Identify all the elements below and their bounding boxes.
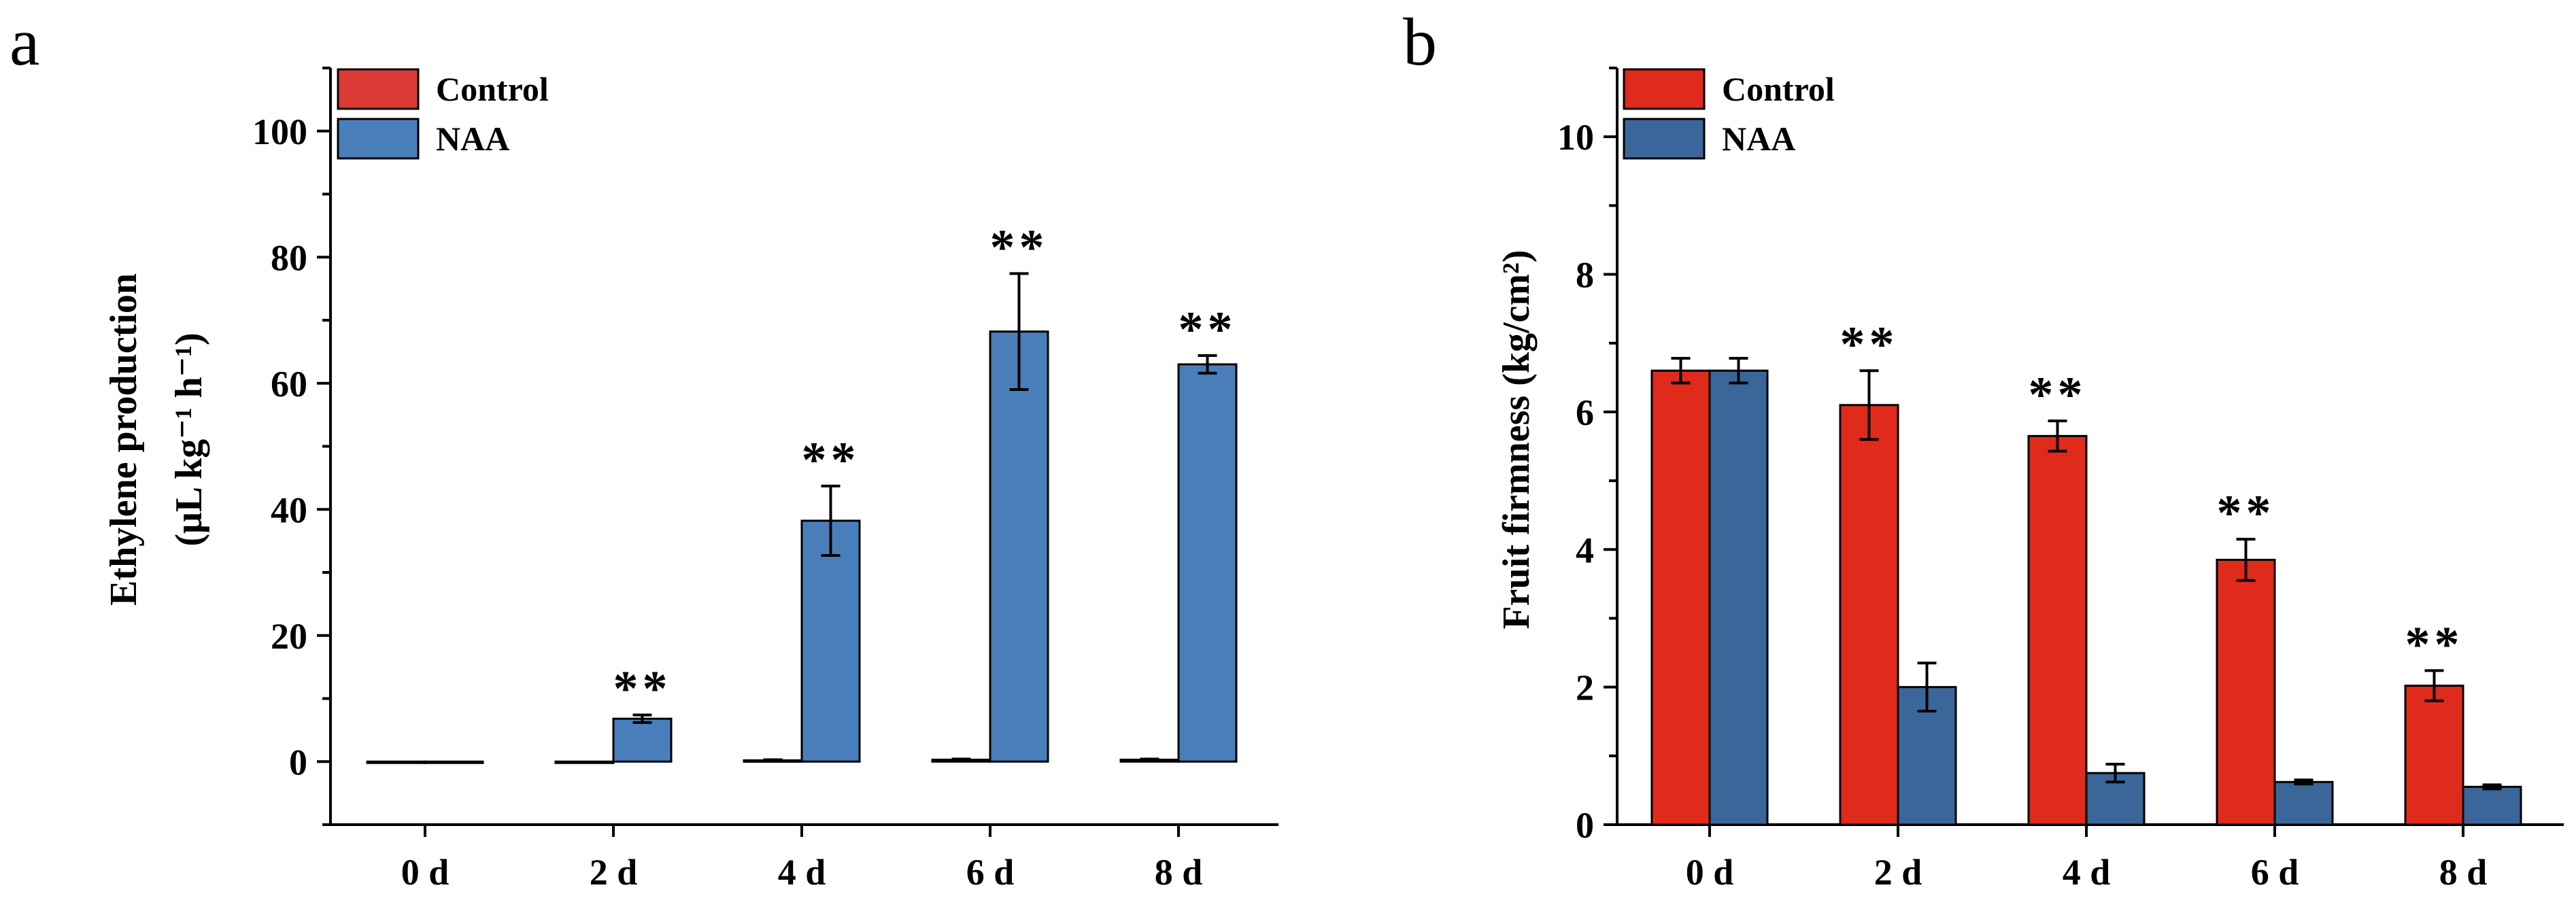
- significance-marker: **: [1840, 317, 1899, 373]
- legend-label-naa: NAA: [1722, 120, 1795, 158]
- bar-naa-0d: [424, 760, 484, 764]
- bar-control-0d: [366, 760, 426, 764]
- bar-naa-6d: [2273, 780, 2334, 826]
- bar-naa-2d: [612, 717, 673, 763]
- significance-marker: **: [613, 661, 672, 717]
- bar-naa-8d: [2462, 785, 2522, 826]
- x-tick-label: 6 d: [966, 852, 1015, 893]
- x-tick-label: 8 d: [1155, 852, 1203, 893]
- y-tick-label: 40: [271, 489, 307, 530]
- bar-control-2d: [1839, 404, 1899, 826]
- significance-marker: **: [802, 432, 860, 488]
- y-tick-label: 6: [1576, 392, 1594, 433]
- bar-naa-8d: [1177, 363, 1238, 763]
- y-tick-label: 2: [1576, 668, 1594, 708]
- y-axis-label: Fruit firmness (kg/cm²): [1495, 250, 1538, 629]
- x-tick-label: 0 d: [1686, 852, 1734, 893]
- x-tick-label: 2 d: [1874, 852, 1922, 893]
- x-tick-label: 4 d: [778, 852, 826, 893]
- y-tick-label: 100: [252, 111, 307, 152]
- y-axis-label: Ethylene production: [103, 273, 145, 606]
- legend-swatch-control: [337, 68, 420, 110]
- legend-swatch-control: [1623, 68, 1706, 110]
- bar-control-8d: [2404, 685, 2464, 826]
- bar-naa-6d: [989, 330, 1049, 763]
- bar-control-2d: [554, 760, 615, 764]
- bar-control-6d: [2216, 558, 2276, 826]
- x-tick-label: 6 d: [2251, 852, 2299, 893]
- panel-letter: b: [1403, 4, 1437, 80]
- significance-marker: **: [990, 220, 1049, 275]
- y-tick-label: 8: [1576, 255, 1594, 296]
- y-tick-label: 4: [1576, 530, 1594, 570]
- x-tick-label: 0 d: [401, 852, 450, 893]
- legend-label-control: Control: [1722, 70, 1835, 108]
- x-tick-label: 2 d: [590, 852, 638, 893]
- bar-naa-4d: [800, 519, 861, 763]
- significance-marker: **: [2405, 617, 2464, 672]
- y-tick-label: 10: [1557, 117, 1594, 158]
- legend-swatch-naa: [337, 118, 420, 160]
- y-axis-label-units: (μL kg⁻¹ h⁻¹): [168, 332, 210, 546]
- legend-swatch-naa: [1623, 118, 1706, 160]
- y-tick-label: 0: [289, 742, 307, 783]
- y-tick-label: 0: [1576, 805, 1594, 846]
- y-tick-label: 20: [271, 616, 307, 657]
- bar-naa-0d: [1708, 369, 1769, 826]
- legend-label-naa: NAA: [436, 120, 509, 158]
- chart-panel-b: b 0 2 4 6 8 10 0 d 2 d 4 d 6 d 8 d ** ** ** ** Control NA…: [1403, 4, 2564, 893]
- chart-panel-a: a 0 20 40 60 80 100 0 d 2 d 4 d 6 d 8 d ** ** ** ** Cont…: [10, 4, 1278, 893]
- x-tick-label: 4 d: [2063, 852, 2111, 893]
- legend-label-control: Control: [436, 70, 549, 108]
- panel-letter: a: [10, 4, 39, 80]
- y-tick-label: 80: [271, 237, 307, 278]
- significance-marker: **: [1179, 302, 1237, 358]
- significance-marker: **: [2029, 367, 2087, 423]
- significance-marker: **: [2217, 485, 2275, 541]
- x-tick-label: 8 d: [2439, 852, 2488, 893]
- y-tick-label: 60: [271, 364, 307, 405]
- bar-control-0d: [1650, 369, 1711, 826]
- bar-control-4d: [2027, 434, 2088, 826]
